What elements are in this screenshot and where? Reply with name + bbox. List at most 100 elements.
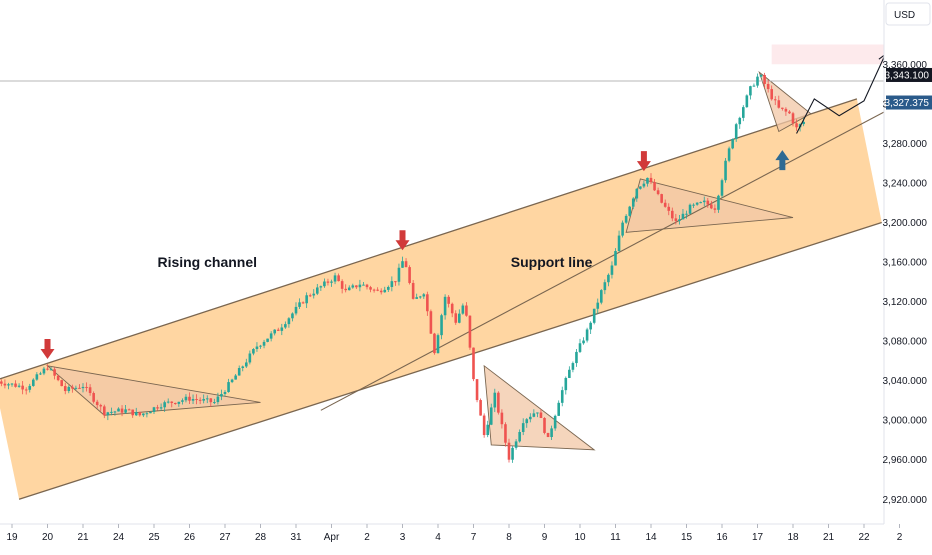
candle[interactable] — [223, 392, 227, 395]
candle[interactable] — [326, 281, 330, 283]
candle[interactable] — [28, 385, 32, 390]
candle[interactable] — [227, 382, 230, 393]
candle[interactable] — [671, 210, 674, 219]
candle[interactable] — [486, 424, 489, 436]
candle[interactable] — [418, 296, 422, 298]
candle[interactable] — [163, 402, 166, 408]
candle[interactable] — [617, 235, 621, 252]
candle[interactable] — [702, 200, 706, 203]
candle[interactable] — [514, 441, 518, 448]
candle[interactable] — [152, 407, 156, 412]
candle[interactable] — [564, 377, 568, 391]
candle[interactable] — [291, 313, 294, 319]
candle[interactable] — [174, 402, 177, 404]
candle[interactable] — [337, 275, 340, 282]
candle[interactable] — [241, 366, 245, 369]
candle[interactable] — [276, 329, 280, 331]
candle[interactable] — [752, 85, 756, 87]
candle[interactable] — [188, 396, 191, 401]
candle[interactable] — [323, 281, 326, 287]
candle[interactable] — [262, 341, 266, 346]
candle[interactable] — [312, 293, 316, 296]
candle[interactable] — [727, 148, 731, 161]
candle[interactable] — [138, 412, 142, 416]
candle[interactable] — [635, 188, 639, 199]
candle[interactable] — [766, 83, 770, 90]
candle[interactable] — [692, 204, 695, 206]
candle[interactable] — [63, 386, 67, 392]
candle[interactable] — [330, 281, 333, 283]
candle[interactable] — [294, 306, 298, 314]
candle[interactable] — [546, 432, 550, 438]
candle[interactable] — [319, 286, 323, 288]
candle[interactable] — [589, 322, 592, 330]
candle[interactable] — [308, 295, 312, 297]
candle[interactable] — [358, 284, 362, 288]
candle[interactable] — [429, 311, 433, 334]
candle[interactable] — [621, 222, 624, 236]
triangle-pattern-2[interactable] — [483, 364, 596, 451]
candle[interactable] — [731, 138, 734, 149]
candle[interactable] — [656, 190, 660, 195]
candle[interactable] — [678, 219, 681, 221]
candle[interactable] — [53, 369, 56, 376]
candle[interactable] — [134, 412, 138, 416]
candle[interactable] — [518, 432, 521, 442]
candle[interactable] — [365, 284, 369, 288]
candle[interactable] — [667, 206, 671, 211]
candle[interactable] — [553, 415, 557, 429]
candle[interactable] — [742, 107, 745, 118]
arrow-down-icon[interactable] — [395, 230, 410, 251]
candle[interactable] — [159, 407, 163, 409]
candle[interactable] — [60, 380, 63, 387]
candle[interactable] — [472, 347, 475, 380]
candle[interactable] — [17, 385, 21, 387]
candle[interactable] — [536, 412, 539, 414]
candle[interactable] — [301, 302, 305, 304]
candle[interactable] — [568, 369, 571, 378]
candle[interactable] — [525, 419, 529, 424]
candle[interactable] — [216, 396, 220, 403]
candle[interactable] — [142, 413, 145, 416]
candle[interactable] — [734, 124, 738, 139]
candle[interactable] — [106, 412, 110, 416]
candle[interactable] — [436, 335, 440, 354]
candle[interactable] — [99, 405, 103, 407]
candle[interactable] — [344, 288, 347, 291]
candle[interactable] — [585, 329, 589, 341]
candle[interactable] — [447, 296, 450, 304]
candle[interactable] — [468, 315, 472, 348]
candle[interactable] — [756, 76, 759, 86]
candle[interactable] — [220, 394, 223, 397]
candle[interactable] — [543, 418, 546, 433]
candle[interactable] — [181, 400, 184, 402]
arrow-up-icon[interactable] — [775, 150, 790, 171]
candle[interactable] — [110, 411, 113, 413]
candle[interactable] — [749, 86, 752, 96]
candle[interactable] — [500, 412, 504, 425]
candle[interactable] — [379, 290, 383, 293]
candle[interactable] — [557, 402, 560, 416]
candle[interactable] — [475, 379, 479, 401]
candle[interactable] — [205, 398, 209, 400]
candle[interactable] — [145, 413, 149, 415]
candle[interactable] — [763, 74, 766, 84]
candle[interactable] — [397, 267, 401, 282]
candle[interactable] — [284, 324, 287, 328]
candle[interactable] — [408, 267, 411, 283]
candle[interactable] — [607, 274, 610, 283]
candle[interactable] — [795, 123, 798, 128]
candle[interactable] — [401, 261, 404, 268]
candle[interactable] — [610, 265, 614, 275]
candle[interactable] — [422, 294, 426, 297]
candle[interactable] — [646, 177, 649, 184]
arrow-down-icon[interactable] — [40, 339, 55, 360]
candle[interactable] — [252, 349, 255, 354]
candle[interactable] — [184, 396, 188, 401]
candle[interactable] — [166, 401, 170, 403]
candle[interactable] — [674, 218, 678, 221]
candle[interactable] — [67, 386, 71, 392]
candle[interactable] — [759, 74, 763, 77]
candle[interactable] — [95, 401, 99, 406]
candle[interactable] — [681, 213, 685, 220]
